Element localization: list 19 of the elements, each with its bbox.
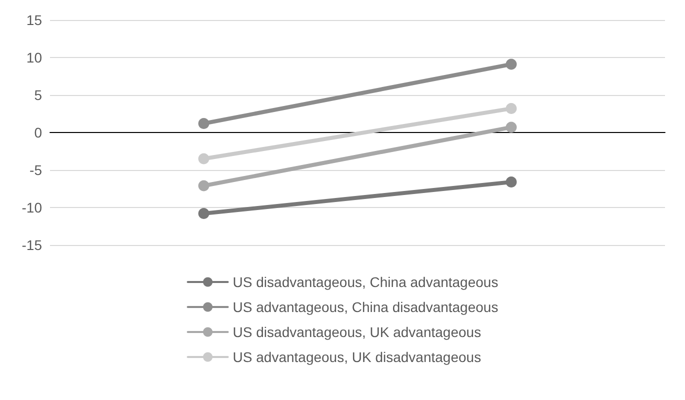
y-tick-label: -15 xyxy=(22,237,42,253)
y-tick-label: 5 xyxy=(34,87,42,103)
legend-label: US advantageous, China disadvantageous xyxy=(232,299,498,315)
y-tick-label: -10 xyxy=(22,200,42,216)
legend-label: US disadvantageous, China advantageous xyxy=(232,274,498,290)
y-tick-label: 15 xyxy=(26,12,42,28)
legend-label: US advantageous, UK disadvantageous xyxy=(232,349,482,365)
point xyxy=(506,58,517,70)
y-tick-label: -5 xyxy=(30,162,42,178)
y-tick-label: 0 xyxy=(34,124,42,140)
point xyxy=(506,103,517,114)
point xyxy=(198,118,210,129)
point xyxy=(198,153,210,164)
point xyxy=(198,180,210,192)
y-tick-label: 10 xyxy=(26,50,42,66)
point xyxy=(506,176,517,188)
legend-label: US disadvantageous, UK advantageous xyxy=(232,324,482,340)
point xyxy=(506,122,517,133)
point xyxy=(198,208,210,219)
